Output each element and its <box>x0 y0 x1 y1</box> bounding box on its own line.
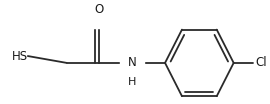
Text: O: O <box>95 3 104 16</box>
Bar <box>86 12 113 28</box>
Bar <box>120 56 144 70</box>
Text: HS: HS <box>12 50 28 63</box>
Text: H: H <box>128 77 136 87</box>
Text: N: N <box>128 56 137 69</box>
Text: Cl: Cl <box>255 56 267 69</box>
